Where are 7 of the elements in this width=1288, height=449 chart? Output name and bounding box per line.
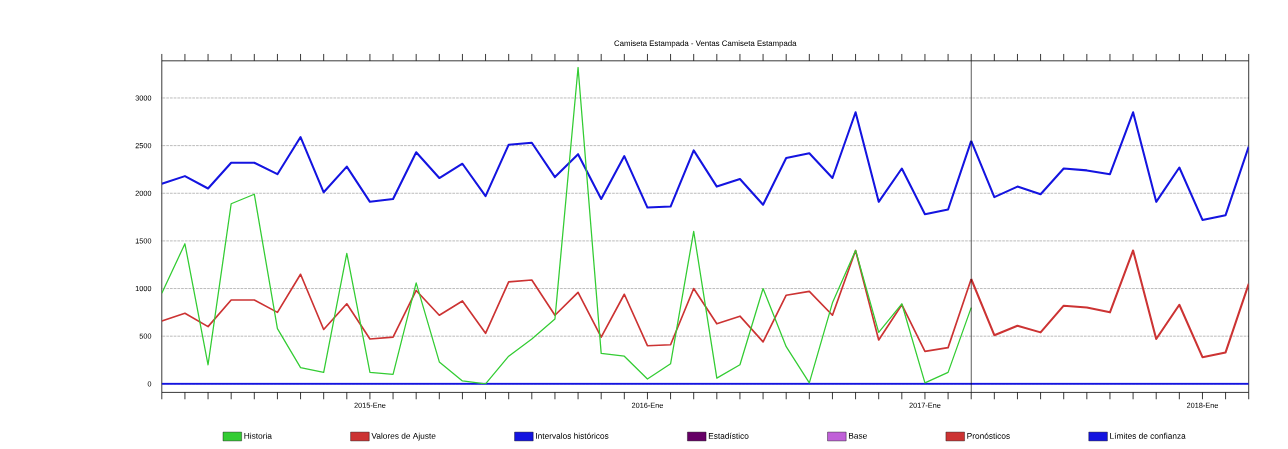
legend-label: Historia	[244, 432, 272, 439]
legend-label: Estadístico	[708, 432, 749, 439]
legend-label: Pronósticos	[967, 432, 1010, 439]
legend-label: Valores de Ajuste	[371, 432, 436, 441]
legend-label: Límites de confianza	[1110, 432, 1186, 439]
legend-label: Base	[848, 432, 867, 439]
legend-label: Intervalos históricos	[536, 432, 609, 439]
